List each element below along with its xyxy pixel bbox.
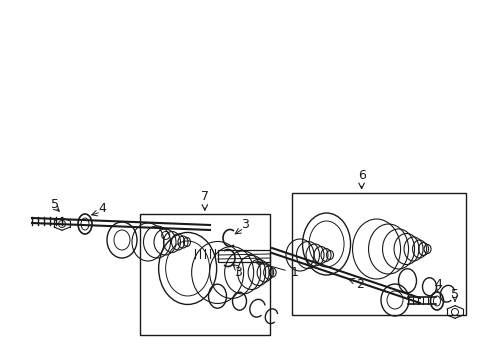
Text: 6: 6 bbox=[358, 169, 366, 182]
Bar bbox=[140, 214, 270, 335]
Text: 7: 7 bbox=[201, 190, 209, 203]
Bar bbox=[292, 193, 466, 315]
Text: 2: 2 bbox=[356, 279, 364, 292]
Text: 4: 4 bbox=[98, 202, 106, 216]
Text: 1: 1 bbox=[291, 266, 299, 279]
Bar bbox=[218, 250, 270, 262]
Text: 3: 3 bbox=[241, 219, 249, 231]
Text: 5: 5 bbox=[51, 198, 59, 211]
Text: 5: 5 bbox=[451, 288, 459, 302]
Text: 4: 4 bbox=[434, 279, 442, 292]
Text: 3: 3 bbox=[234, 266, 242, 279]
